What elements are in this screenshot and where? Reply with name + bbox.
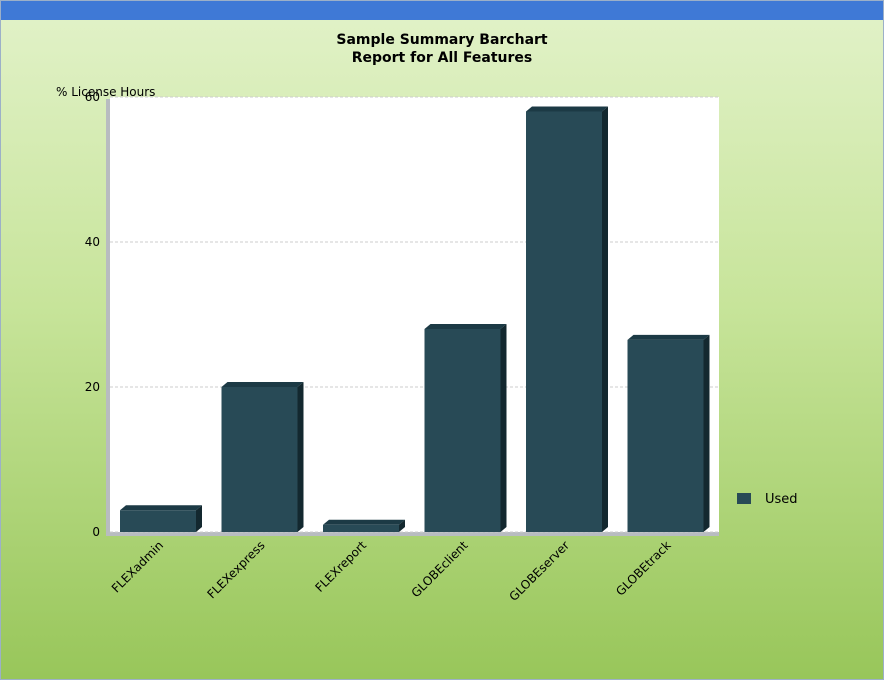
legend-swatch	[737, 493, 751, 504]
bar-top	[323, 519, 405, 525]
chart-title: Sample Summary Barchart	[336, 32, 548, 48]
x-category-label: FLEXexpress	[204, 538, 267, 601]
plot-background	[110, 97, 719, 532]
y-tick-label: 40	[85, 235, 100, 249]
bar-front	[424, 329, 501, 532]
x-category-label: FLEXreport	[313, 538, 370, 595]
x-category-label: GLOBEserver	[506, 538, 572, 604]
y-axis-title: % License Hours	[56, 85, 155, 99]
bar-front	[221, 387, 298, 532]
bar-GLOBEclient	[424, 324, 507, 532]
bar-GLOBEtrack	[627, 334, 710, 532]
y-tick-label: 60	[85, 90, 100, 104]
x-category-label: GLOBEclient	[409, 538, 471, 600]
bar-top	[627, 334, 710, 340]
bar-top	[424, 324, 507, 329]
legend-label: Used	[765, 492, 798, 507]
bar-FLEXexpress	[221, 382, 304, 532]
bar-side	[703, 334, 710, 532]
bar-top	[120, 505, 202, 511]
bar-front	[323, 524, 399, 532]
bars	[120, 106, 710, 532]
x-category-label: FLEXadmin	[109, 538, 166, 595]
y-axis-ticks: 0 20 40 60	[85, 90, 100, 539]
bar-FLEXadmin	[120, 505, 202, 532]
bar-side	[196, 505, 202, 532]
bar-top	[221, 382, 304, 387]
bar-top	[526, 106, 608, 112]
chart-title-block: Sample Summary Barchart Report for All F…	[1, 31, 883, 67]
bar-side	[399, 519, 405, 532]
bar-side	[297, 382, 304, 532]
x-axis-categories: FLEXadmin FLEXexpress FLEXreport GLOBEclien…	[109, 538, 674, 604]
y-axis-wall	[106, 99, 110, 536]
y-tick-label: 20	[85, 380, 100, 394]
bar-side	[602, 106, 608, 532]
bar-GLOBEserver	[526, 106, 608, 532]
x-category-label: GLOBEtrack	[613, 538, 673, 598]
top-bar	[1, 1, 883, 20]
chart-subtitle: Report for All Features	[351, 50, 533, 66]
bar-side	[500, 324, 507, 532]
bar-front	[627, 339, 704, 532]
x-axis-floor	[108, 532, 719, 536]
gridlines	[110, 96, 719, 533]
bar-FLEXreport	[323, 519, 405, 532]
bar-front	[526, 111, 602, 532]
plot-area	[106, 97, 719, 536]
y-tick-label: 0	[92, 525, 100, 539]
bar-front	[120, 510, 196, 532]
legend: Used	[737, 492, 798, 507]
